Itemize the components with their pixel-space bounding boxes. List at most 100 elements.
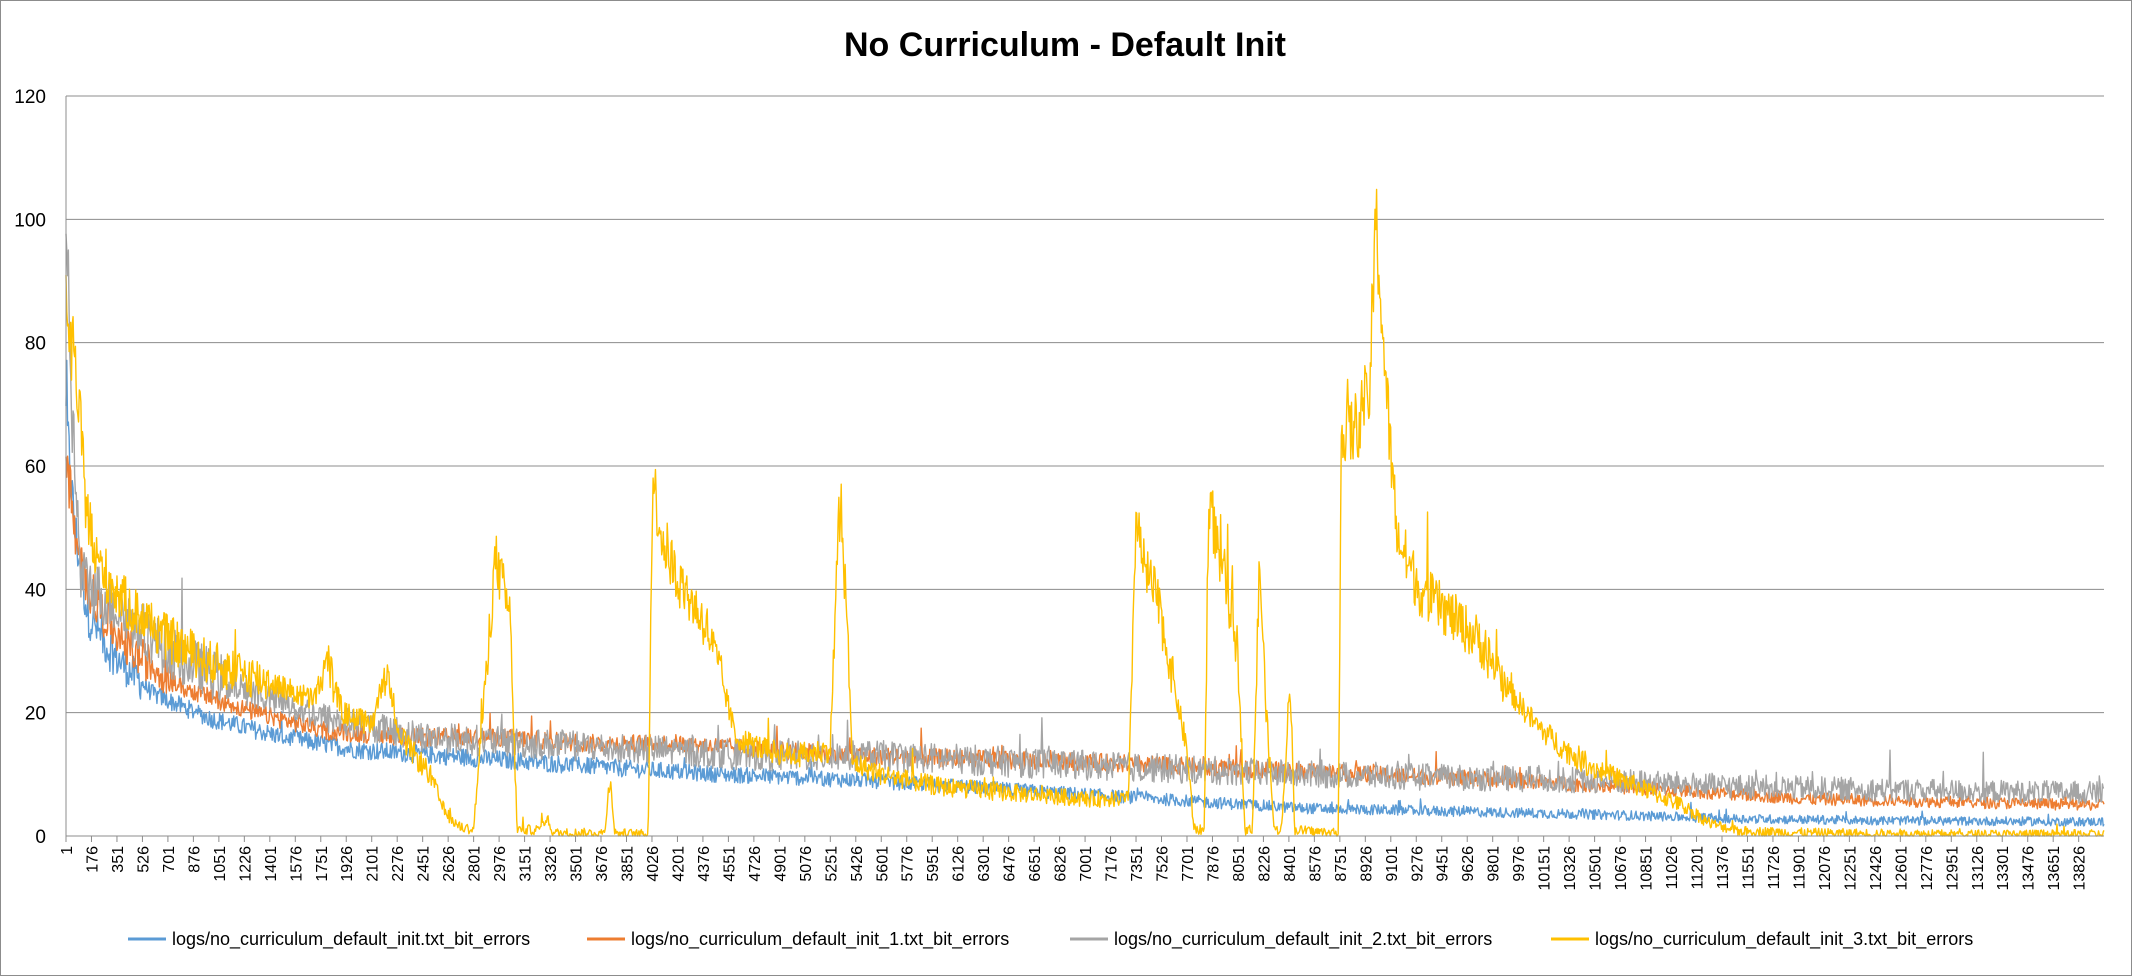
x-tick-label: 8576 (1307, 846, 1324, 882)
x-tick-label: 5251 (823, 846, 840, 882)
x-tick-label: 2976 (492, 846, 509, 882)
x-tick-label: 9801 (1486, 846, 1503, 882)
series-lines (65, 188, 2105, 837)
axes (65, 96, 2104, 842)
x-tick-label: 7176 (1104, 846, 1121, 882)
x-tick-label: 2101 (365, 846, 382, 882)
x-tick-label: 3326 (543, 846, 560, 882)
x-tick-label: 10151 (1537, 846, 1554, 891)
x-tick-label: 876 (186, 846, 203, 873)
x-tick-label: 10326 (1562, 846, 1579, 891)
chart-title: No Curriculum - Default Init (844, 26, 1286, 64)
x-tick-label: 8051 (1231, 846, 1248, 882)
x-tick-label: 13826 (2072, 846, 2089, 891)
x-tick-label: 5601 (874, 846, 891, 882)
x-tick-label: 3676 (594, 846, 611, 882)
x-tick-label: 6826 (1053, 846, 1070, 882)
legend-label-2: logs/no_curriculum_default_init_2.txt_bi… (1114, 929, 1492, 950)
x-tick-label: 7526 (1155, 846, 1172, 882)
y-axis-ticks: 0 20 40 60 80 100 120 (14, 87, 46, 848)
x-tick-label: 13301 (1995, 846, 2012, 891)
x-tick-label: 4376 (696, 846, 713, 882)
legend-label-0: logs/no_curriculum_default_init.txt_bit_… (172, 929, 530, 950)
x-tick-label: 11376 (1715, 846, 1732, 889)
x-tick-label: 10851 (1639, 846, 1656, 891)
x-tick-label: 9101 (1384, 846, 1401, 882)
y-tick-label: 80 (25, 334, 46, 355)
x-tick-label: 5076 (798, 846, 815, 882)
x-tick-label: 9976 (1511, 846, 1528, 882)
x-tick-label: 9451 (1435, 846, 1452, 882)
x-tick-label: 176 (84, 846, 101, 873)
x-tick-label: 9276 (1409, 846, 1426, 882)
x-tick-label: 2801 (467, 846, 484, 882)
x-tick-label: 8926 (1358, 846, 1375, 882)
x-tick-label: 3151 (518, 846, 535, 882)
x-tick-label: 7701 (1180, 846, 1197, 882)
x-tick-label: 6651 (1027, 846, 1044, 882)
y-tick-label: 40 (25, 580, 46, 601)
x-tick-label: 2626 (441, 846, 458, 882)
legend-label-1: logs/no_curriculum_default_init_1.txt_bi… (631, 929, 1009, 950)
x-tick-label: 13651 (2046, 846, 2063, 891)
series-line-3 (65, 188, 2105, 837)
x-tick-label: 4901 (772, 846, 789, 882)
x-tick-label: 351 (110, 846, 127, 873)
x-tick-label: 10676 (1613, 846, 1630, 891)
legend-label-3: logs/no_curriculum_default_init_3.txt_bi… (1595, 929, 1973, 950)
x-tick-label: 11901 (1791, 846, 1808, 889)
x-tick-label: 1226 (237, 846, 254, 882)
x-tick-label: 6301 (976, 846, 993, 882)
x-tick-label: 13476 (2021, 846, 2038, 891)
legend: logs/no_curriculum_default_init.txt_bit_… (128, 929, 1973, 950)
x-tick-label: 3501 (569, 846, 586, 882)
x-tick-label: 12426 (1868, 846, 1885, 891)
x-tick-label: 6476 (1002, 846, 1019, 882)
x-tick-label: 4551 (721, 846, 738, 882)
x-tick-label: 1401 (263, 846, 280, 882)
x-tick-label: 7001 (1078, 846, 1095, 882)
x-tick-label: 12251 (1842, 846, 1859, 891)
x-tick-label: 12076 (1817, 846, 1834, 891)
x-tick-label: 12776 (1919, 846, 1936, 891)
x-tick-label: 11551 (1740, 846, 1757, 889)
x-tick-label: 5951 (925, 846, 942, 882)
x-tick-label: 8226 (1256, 846, 1273, 882)
x-tick-label: 8751 (1333, 846, 1350, 882)
x-tick-label: 11026 (1664, 846, 1681, 889)
x-tick-label: 9626 (1460, 846, 1477, 882)
gridlines (66, 95, 2104, 714)
y-tick-label: 100 (14, 210, 46, 231)
x-tick-label: 4201 (670, 846, 687, 882)
y-tick-label: 120 (14, 87, 46, 108)
x-tick-label: 1926 (339, 846, 356, 882)
x-tick-label: 5426 (849, 846, 866, 882)
x-tick-label: 526 (135, 846, 152, 873)
x-tick-label: 2451 (416, 846, 433, 882)
x-tick-label: 12951 (1944, 846, 1961, 891)
x-tick-label: 3851 (619, 846, 636, 882)
x-tick-label: 8401 (1282, 846, 1299, 882)
x-tick-label: 7876 (1205, 846, 1222, 882)
x-axis-ticks: 1 176 351 526 701 876 1051 1226 1401 1576 1751 1926… (59, 846, 2089, 891)
x-tick-label: 10501 (1588, 846, 1605, 891)
x-tick-label: 6126 (951, 846, 968, 882)
x-tick-label: 4726 (747, 846, 764, 882)
series-line-0 (65, 359, 2105, 827)
x-tick-label: 12601 (1893, 846, 1910, 891)
x-tick-label: 4026 (645, 846, 662, 882)
y-tick-label: 60 (25, 457, 46, 478)
x-tick-label: 7351 (1129, 846, 1146, 882)
x-tick-label: 1576 (288, 846, 305, 882)
y-tick-label: 20 (25, 704, 46, 725)
x-tick-label: 1751 (314, 846, 331, 882)
x-tick-label: 1051 (212, 846, 229, 882)
y-tick-label: 0 (35, 827, 46, 848)
x-tick-label: 11726 (1766, 846, 1783, 889)
x-tick-label: 2276 (390, 846, 407, 882)
x-tick-label: 11201 (1690, 846, 1707, 889)
x-tick-label: 701 (161, 846, 178, 873)
x-tick-label: 5776 (900, 846, 917, 882)
